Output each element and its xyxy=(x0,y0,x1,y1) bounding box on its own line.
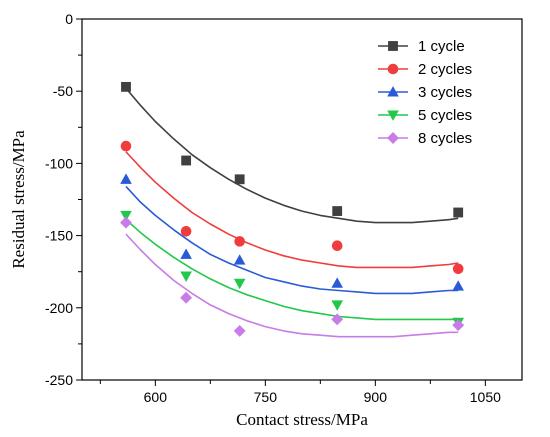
data-point-series-5 xyxy=(233,324,246,337)
y-tick-label: -150 xyxy=(45,228,73,244)
data-point-series-1 xyxy=(121,81,131,92)
legend-label-series-3: 3 cycles xyxy=(418,84,472,101)
data-point-series-5 xyxy=(180,291,193,304)
fit-curve-series-1 xyxy=(125,87,459,224)
data-point-series-4 xyxy=(120,210,132,222)
data-point-series-4 xyxy=(233,278,246,290)
data-point-series-2 xyxy=(452,263,464,275)
legend-marker-series-1 xyxy=(388,41,398,51)
legend-marker-series-4 xyxy=(387,110,399,121)
data-point-series-3 xyxy=(233,254,246,265)
y-tick-label: -100 xyxy=(45,155,73,171)
legend-label-series-2: 2 cycles xyxy=(418,61,472,78)
tick-labels: 600 750 900 1050 0 -50 -100 -150 -200 -250 xyxy=(45,11,501,405)
fit-curve-series-5 xyxy=(125,233,459,338)
data-point-series-5 xyxy=(331,313,344,326)
legend-label-series-4: 5 cycles xyxy=(418,107,472,124)
legend-marker-series-5 xyxy=(387,132,399,144)
data-point-series-4 xyxy=(180,271,192,282)
data-point-series-3 xyxy=(331,277,343,288)
legend-marker-series-2 xyxy=(387,63,399,75)
x-tick-label: 750 xyxy=(254,389,278,405)
legend-label-series-5: 8 cycles xyxy=(418,130,472,147)
data-point-series-2 xyxy=(234,236,245,247)
legend-label-series-1: 1 cycle xyxy=(418,38,465,55)
x-tick-label: 1050 xyxy=(470,389,501,405)
data-point-series-1 xyxy=(332,206,343,216)
data-point-series-2 xyxy=(180,225,192,237)
fit-curve-series-3 xyxy=(125,185,459,295)
data-point-series-2 xyxy=(120,140,132,152)
x-tick-label: 900 xyxy=(364,389,388,405)
fit-curve-series-2 xyxy=(125,151,459,269)
legend-marker-series-3 xyxy=(387,86,399,97)
y-tick-label: -200 xyxy=(45,300,73,316)
x-tick-label: 600 xyxy=(144,389,168,405)
y-axis-title: Residual stress/MPa xyxy=(9,130,28,269)
data-point-series-1 xyxy=(234,174,245,185)
data-point-series-2 xyxy=(331,240,343,252)
y-tick-label: 0 xyxy=(65,11,73,27)
data-points xyxy=(120,81,465,337)
data-point-series-4 xyxy=(331,300,343,311)
axis-ticks xyxy=(76,18,486,386)
fit-curve-series-4 xyxy=(125,219,459,321)
data-point-series-1 xyxy=(181,155,192,166)
legend: 1 cycle 2 cycles 3 cycles 5 cycles 8 cycles xyxy=(378,38,472,147)
data-point-series-3 xyxy=(180,248,192,259)
data-point-series-5 xyxy=(120,216,132,229)
data-point-series-1 xyxy=(453,207,464,218)
data-point-series-3 xyxy=(120,173,132,184)
fit-curves xyxy=(125,87,459,338)
x-axis-title: Contact stress/MPa xyxy=(236,410,368,429)
data-point-series-3 xyxy=(452,280,464,291)
data-point-series-5 xyxy=(452,319,465,332)
y-tick-label: -250 xyxy=(45,372,73,388)
y-tick-label: -50 xyxy=(53,83,73,99)
